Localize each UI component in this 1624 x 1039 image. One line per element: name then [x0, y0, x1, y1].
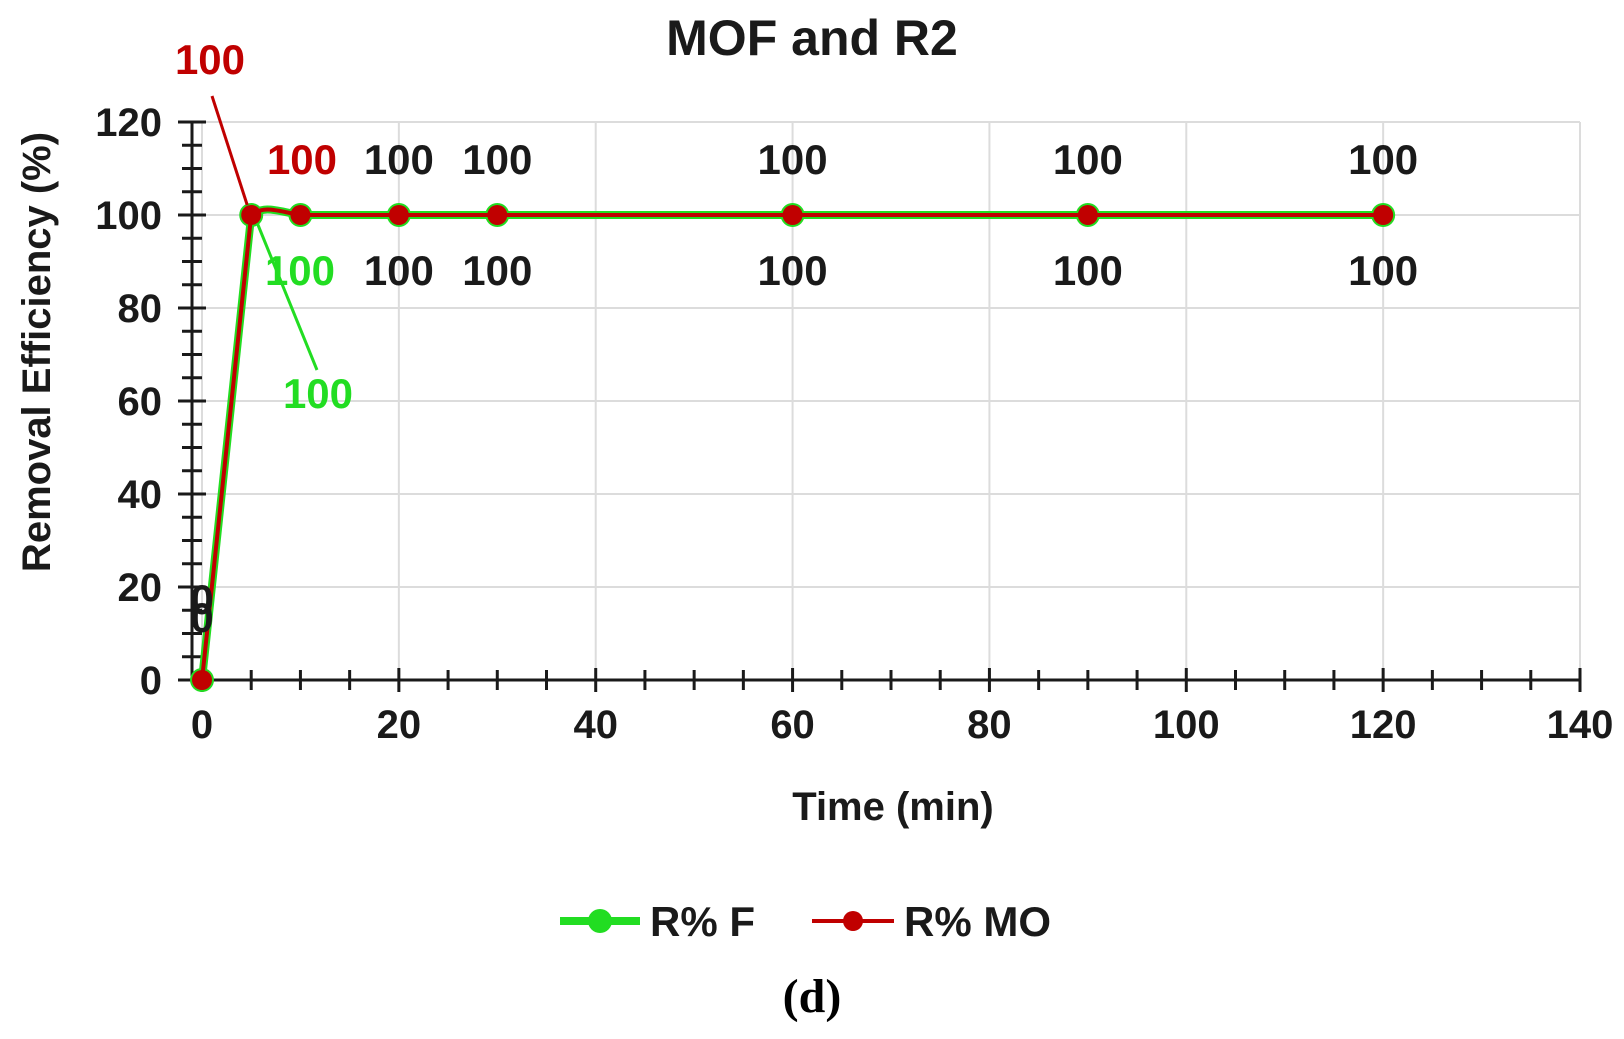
- x-axis-label: Time (min): [792, 785, 994, 829]
- data-point-mo: [388, 205, 409, 225]
- legend-label-f: R% F: [650, 898, 755, 945]
- x-tick-label: 0: [191, 703, 213, 747]
- data-label-mo: 100: [758, 136, 828, 183]
- data-point-mo: [1373, 205, 1394, 225]
- data-label-f: 100: [462, 247, 532, 294]
- x-tick-label: 40: [573, 703, 618, 747]
- y-tick-label: 120: [95, 101, 162, 145]
- data-label-mo: 100: [267, 136, 337, 183]
- x-tick-label: 80: [967, 703, 1012, 747]
- leader-line-f: [255, 222, 319, 371]
- data-labels: 100 100 100 100 00 100 100 100 100 100 100 100 100 10…: [175, 36, 1418, 641]
- y-tick-label: 100: [95, 194, 162, 238]
- data-point-mo: [1077, 205, 1098, 225]
- x-tick-label: 140: [1547, 703, 1614, 747]
- legend-marker-mo: [843, 911, 863, 931]
- chart-title: MOF and R2: [666, 10, 958, 66]
- legend-item-mo[interactable]: R% MO: [812, 898, 1051, 945]
- data-point-mo: [192, 670, 212, 690]
- data-label-f: 100: [364, 247, 434, 294]
- data-label-f: 100: [1348, 247, 1418, 294]
- y-tick-label: 20: [118, 566, 163, 610]
- y-tick-label: 80: [118, 287, 163, 331]
- axes: [178, 120, 1582, 692]
- x-tick-labels: 0 20 40 60 80 100 120 140: [191, 703, 1614, 747]
- y-axis-label: Removal Efficiency (%): [15, 132, 59, 572]
- x-tick-label: 120: [1350, 703, 1417, 747]
- data-label-mo: 0: [190, 576, 213, 623]
- data-label-mo: 100: [462, 136, 532, 183]
- data-point-mo: [290, 205, 311, 225]
- y-tick-labels: 0 20 40 60 80 100 120: [95, 101, 162, 703]
- data-label-f: 100: [1053, 247, 1123, 294]
- legend: R% F R% MO: [560, 898, 1051, 945]
- y-tick-label: 0: [140, 659, 162, 703]
- data-label-mo: 100: [1348, 136, 1418, 183]
- x-tick-label: 100: [1153, 703, 1220, 747]
- legend-label-mo: R% MO: [904, 898, 1051, 945]
- x-tick-label: 60: [770, 703, 815, 747]
- data-label-mo: 100: [1053, 136, 1123, 183]
- data-point-mo: [487, 205, 508, 225]
- y-tick-label: 40: [118, 473, 163, 517]
- grid: [201, 121, 1581, 681]
- data-label-f: 100: [265, 247, 335, 294]
- x-tick-label: 20: [377, 703, 422, 747]
- figure-caption: (d): [783, 970, 842, 1023]
- y-tick-label: 60: [118, 380, 163, 424]
- legend-item-f[interactable]: R% F: [560, 898, 755, 945]
- series-layer: [190, 203, 1396, 692]
- data-point-mo: [241, 205, 262, 225]
- data-label-mo: 100: [175, 36, 245, 83]
- data-label-f: 100: [283, 370, 353, 417]
- leader-line-mo: [210, 95, 249, 206]
- data-label-mo: 100: [364, 136, 434, 183]
- data-label-f: 100: [758, 247, 828, 294]
- data-point-mo: [782, 205, 803, 225]
- data-label-f: 0: [190, 594, 213, 641]
- legend-marker-f: [588, 909, 612, 933]
